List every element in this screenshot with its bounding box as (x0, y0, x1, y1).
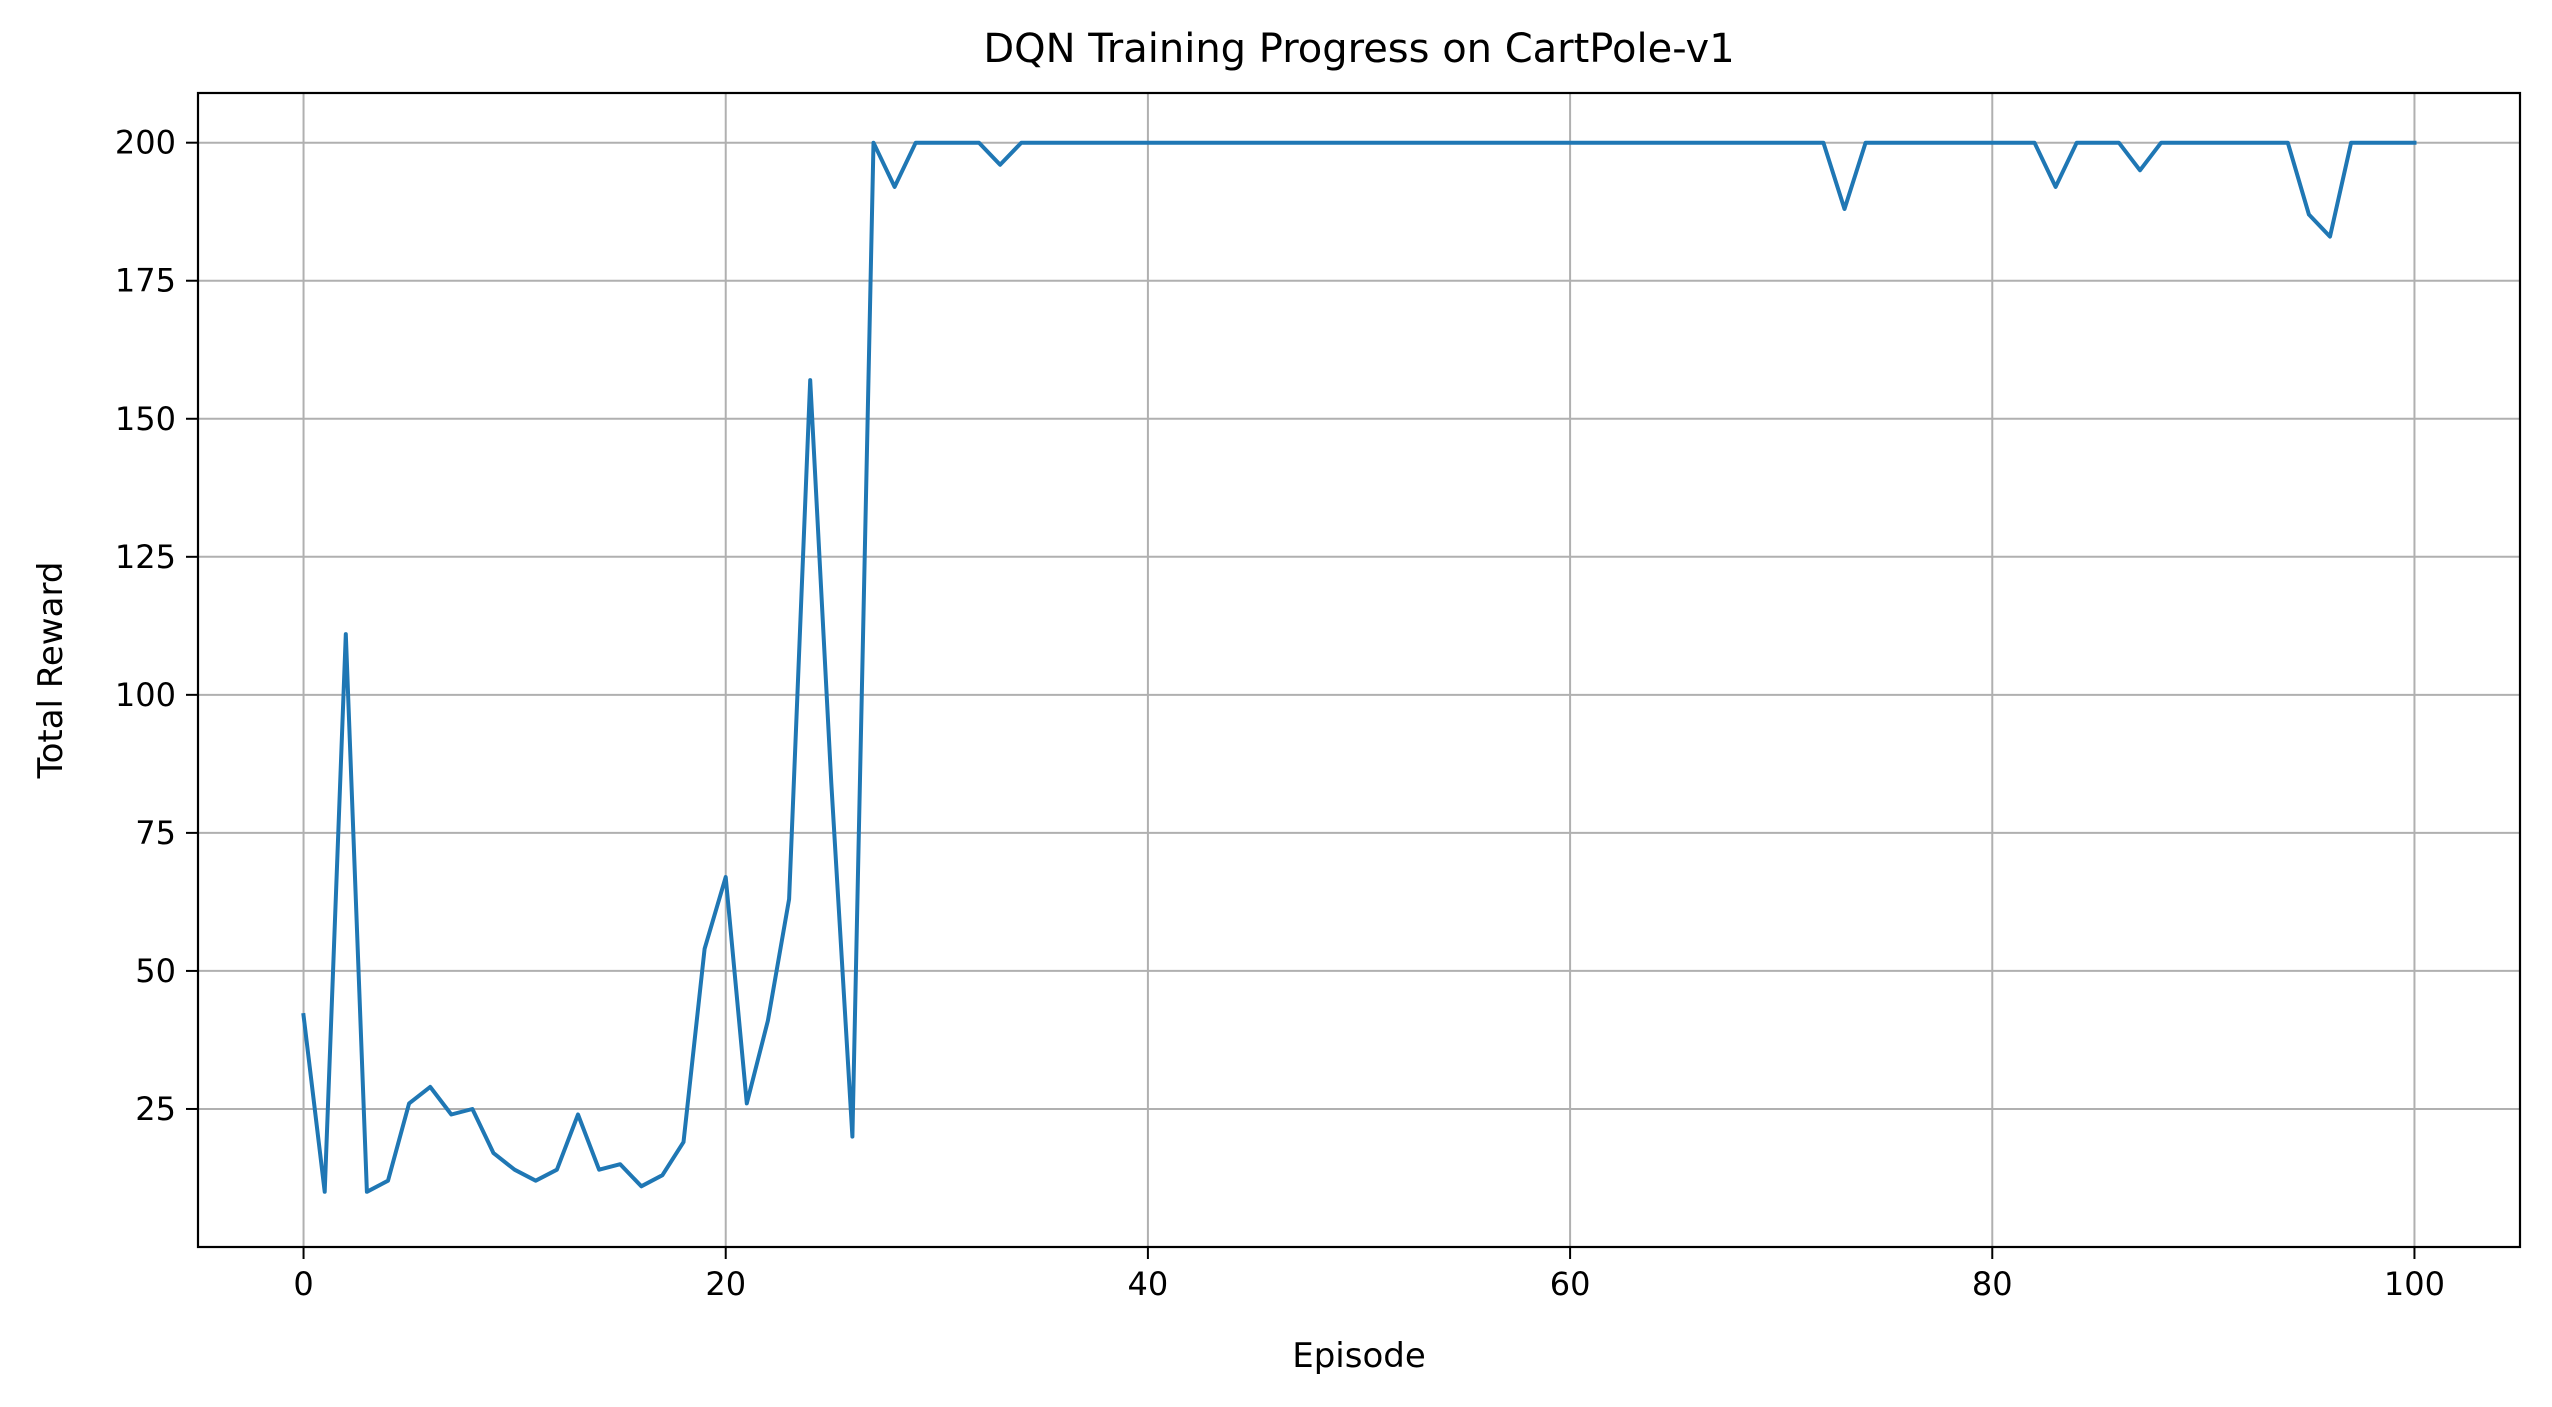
y-tick-label: 100 (115, 676, 176, 714)
y-tick-label: 50 (135, 952, 176, 990)
series-layer (301, 140, 2417, 1194)
y-axis: 25 50 75 100 125 150 175 200 (115, 124, 198, 1128)
y-axis-label: Total Reward (31, 562, 71, 780)
x-tick-label: 0 (293, 1265, 313, 1303)
series-line (301, 140, 2417, 1194)
y-tick-label: 200 (115, 124, 176, 162)
x-tick-label: 100 (2384, 1265, 2445, 1303)
y-tick-label: 25 (135, 1090, 176, 1128)
chart-title: DQN Training Progress on CartPole-v1 (983, 26, 1734, 72)
x-tick-label: 40 (1128, 1265, 1169, 1303)
y-tick-label: 75 (135, 814, 176, 852)
y-tick-label: 175 (115, 262, 176, 300)
y-tick-label: 150 (115, 400, 176, 438)
x-axis: 0 20 40 60 80 100 (293, 1247, 2445, 1303)
x-tick-label: 20 (705, 1265, 746, 1303)
plot-frame (196, 91, 2522, 1249)
x-axis-label: Episode (1292, 1336, 1426, 1376)
x-tick-label: 80 (1972, 1265, 2013, 1303)
grid-lines (198, 93, 2520, 1247)
y-tick-label: 125 (115, 538, 176, 576)
x-tick-label: 60 (1550, 1265, 1591, 1303)
